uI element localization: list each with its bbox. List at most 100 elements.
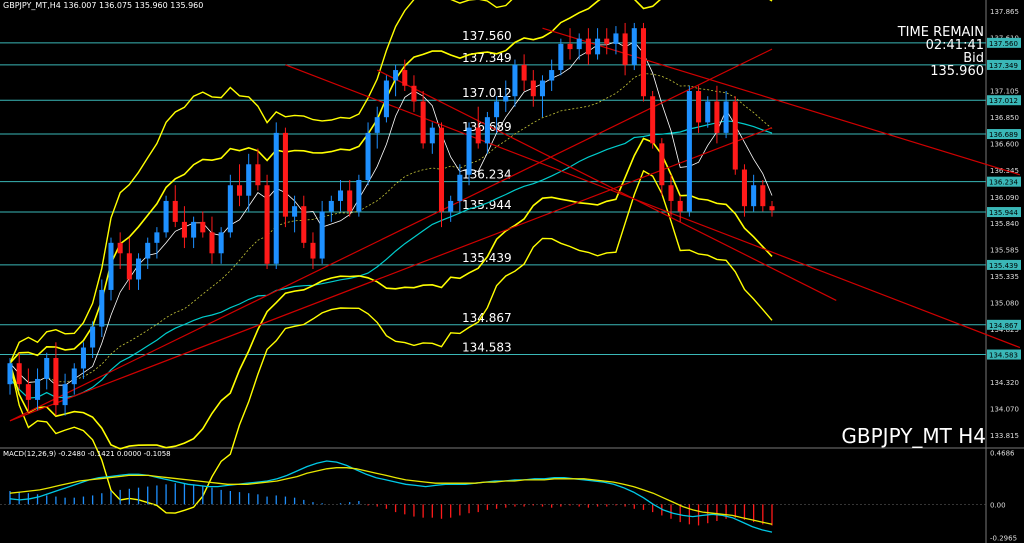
- candle-body: [705, 101, 711, 123]
- level-label: 137.560: [462, 29, 512, 43]
- trendline: [9, 127, 773, 422]
- candle-body: [420, 101, 426, 144]
- candle-body: [650, 96, 656, 144]
- candle-body: [393, 70, 399, 81]
- candle-body: [310, 242, 316, 259]
- level-label: 137.012: [462, 86, 512, 100]
- candle-body: [90, 326, 96, 348]
- symbol-watermark: GBPJPY_MT H4: [841, 424, 986, 448]
- level-label: 137.349: [462, 51, 512, 65]
- candle-body: [677, 200, 683, 212]
- info-panel: TIME REMAIN 02:41:41 Bid 135.960: [898, 26, 984, 78]
- level-tag-text: 136.234: [989, 179, 1018, 187]
- candle-body: [613, 33, 619, 44]
- candle-body: [558, 43, 564, 71]
- y-tick-label: 136.850: [990, 114, 1019, 122]
- candle-body: [117, 242, 123, 254]
- candle-body: [741, 169, 747, 207]
- candle-body: [154, 232, 160, 243]
- candle-body: [126, 253, 132, 280]
- level-tag: [987, 207, 1021, 218]
- candle-body: [521, 64, 527, 81]
- y-tick-label: 134.825: [990, 326, 1019, 334]
- level-tag: [987, 259, 1021, 270]
- candle-body: [457, 174, 463, 201]
- y-tick-label: 133.815: [990, 432, 1019, 440]
- candle-body: [659, 143, 665, 186]
- y-tick-label: 135.840: [990, 220, 1019, 228]
- candle-body: [751, 185, 757, 207]
- bid-value: 135.960: [930, 64, 984, 79]
- candle-body: [292, 206, 298, 217]
- candle-body: [475, 127, 481, 144]
- trendline: [542, 27, 1021, 176]
- candle-body: [503, 96, 509, 102]
- y-tick-label: 137.865: [990, 8, 1019, 16]
- candle-body: [760, 185, 766, 207]
- candle-body: [539, 80, 546, 97]
- candle-body: [246, 164, 252, 196]
- candle-body: [163, 200, 169, 233]
- bollinger-upper-2: [9, 0, 773, 364]
- level-tag: [987, 37, 1021, 48]
- candle-body: [438, 127, 445, 212]
- candle-body: [714, 101, 720, 133]
- candle-body: [631, 28, 637, 65]
- candle-body: [576, 38, 582, 50]
- candle-body: [25, 384, 31, 400]
- bid-label: Bid: [963, 51, 984, 66]
- level-tag-text: 134.583: [989, 352, 1018, 360]
- candle-body: [622, 33, 628, 65]
- short-moving-average: [9, 41, 773, 386]
- candle-body: [448, 200, 454, 212]
- level-tag: [987, 59, 1021, 70]
- trendline: [376, 69, 837, 301]
- candle-body: [365, 132, 371, 180]
- macd-y-tick-label: -0.2965: [990, 534, 1017, 542]
- candle-body: [282, 132, 288, 217]
- symbol-timeframe: GBPJPY_MT,H4: [3, 1, 61, 10]
- candle-body: [723, 101, 729, 133]
- level-tag-text: 137.349: [989, 62, 1018, 70]
- level-tag-text: 137.012: [989, 97, 1018, 105]
- candle-body: [347, 190, 353, 212]
- trendline: [285, 64, 1021, 349]
- candle-body: [255, 164, 261, 186]
- candle-body: [484, 117, 490, 144]
- level-tag-text: 137.560: [989, 40, 1018, 48]
- candle-body: [319, 211, 325, 259]
- candle-body: [512, 64, 518, 97]
- level-label: 136.234: [462, 168, 512, 182]
- level-tag-text: 134.867: [989, 322, 1018, 330]
- candle-body: [604, 38, 610, 44]
- candle-body: [411, 85, 417, 102]
- candle-body: [209, 232, 215, 254]
- y-tick-label: 137.105: [990, 87, 1019, 95]
- candle-body: [236, 185, 243, 196]
- level-tag: [987, 349, 1021, 360]
- candle-body: [53, 358, 59, 406]
- macd-y-tick-label: 0.00: [990, 501, 1006, 509]
- candle-body: [80, 347, 86, 369]
- y-tick-label: 134.320: [990, 379, 1019, 387]
- candle-body: [374, 117, 380, 133]
- candle-body: [383, 80, 389, 118]
- long-moving-average: [9, 120, 773, 399]
- y-tick-label: 136.345: [990, 167, 1019, 175]
- candle-body: [191, 221, 197, 238]
- candle-body: [200, 221, 206, 233]
- level-tag: [987, 176, 1021, 187]
- y-tick-label: 134.070: [990, 405, 1019, 413]
- candle-body: [402, 70, 408, 86]
- candle-body: [696, 91, 702, 123]
- candle-body: [494, 101, 500, 118]
- level-tag-text: 135.944: [989, 209, 1018, 217]
- candle-body: [181, 221, 187, 238]
- y-tick-label: 135.335: [990, 273, 1019, 281]
- candle-body: [108, 242, 114, 290]
- candle-body: [7, 363, 13, 385]
- candle-body: [640, 28, 646, 97]
- candle-body: [218, 232, 224, 254]
- candle-body: [172, 200, 178, 222]
